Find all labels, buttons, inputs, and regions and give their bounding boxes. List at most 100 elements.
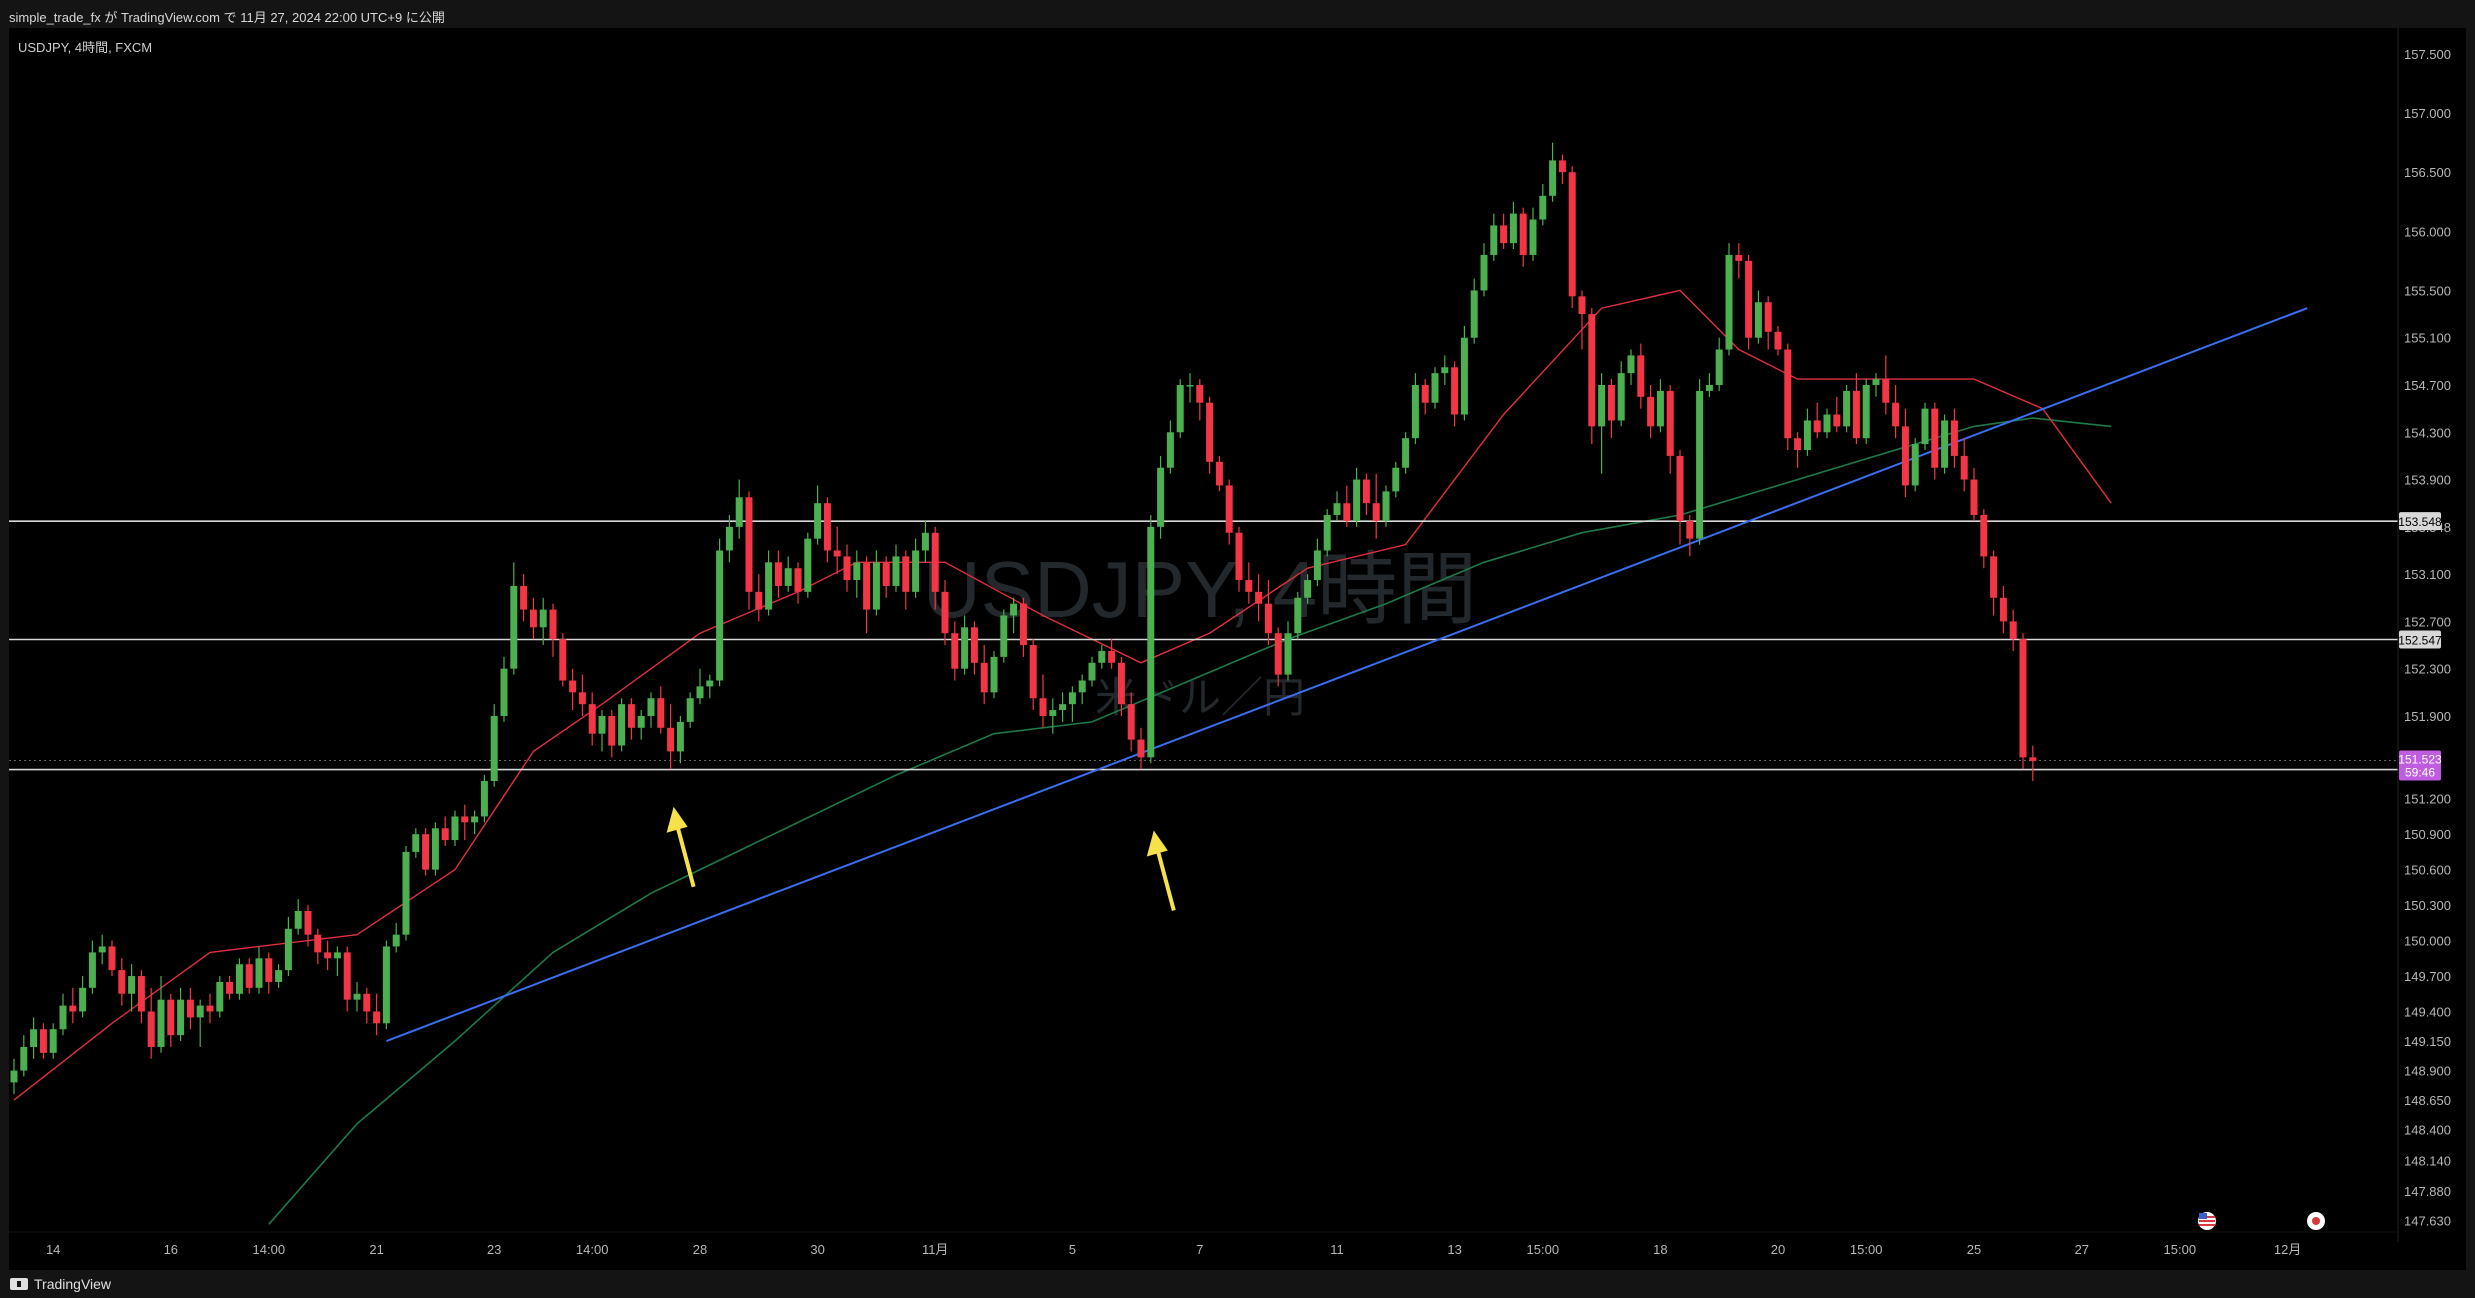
watermark: USDJPY, 4時間 米ドル／円 (923, 545, 1477, 721)
time-tick-label[interactable]: 27 (2075, 1242, 2089, 1257)
candle-body (1088, 662, 1096, 681)
arrow-shaft (675, 826, 696, 888)
candle-body (951, 633, 959, 669)
time-tick-label[interactable]: 21 (369, 1242, 383, 1257)
candle-body (843, 556, 851, 581)
candle (1372, 473, 1380, 539)
time-tick-label[interactable]: 15:00 (1527, 1242, 1560, 1257)
candle (1186, 373, 1194, 403)
time-tick-label[interactable]: 14:00 (576, 1242, 609, 1257)
price-tick-label: 153.900 (2404, 473, 2451, 488)
candle-body (1343, 503, 1351, 521)
time-tick-label[interactable]: 11 (1330, 1242, 1344, 1257)
candle (275, 964, 283, 988)
candle-body (1166, 432, 1174, 468)
candle-body (598, 715, 606, 734)
candle-body (823, 503, 831, 551)
candle (823, 497, 831, 563)
horizontal-levels[interactable] (9, 520, 2398, 771)
candle (1411, 373, 1419, 445)
candle (1803, 408, 1811, 456)
candle-body (118, 970, 126, 994)
candle-body (167, 999, 175, 1036)
jp-flag-icon[interactable] (2307, 1212, 2325, 1230)
candle-body (1843, 390, 1851, 427)
arrow-icon[interactable] (666, 806, 696, 888)
candle-body (1215, 461, 1223, 486)
candle-body (1715, 349, 1723, 385)
trendline-segment[interactable] (386, 307, 2308, 1042)
candle (2019, 633, 2027, 770)
candle (686, 692, 694, 728)
price-tick-label: 148.650 (2404, 1093, 2451, 1108)
us-flag-icon[interactable] (2198, 1212, 2216, 1230)
time-tick-label[interactable]: 7 (1196, 1242, 1203, 1257)
candle (1176, 379, 1184, 439)
candle (1950, 408, 1958, 468)
event-markers[interactable] (2198, 1212, 2325, 1230)
time-tick-label[interactable]: 14 (46, 1242, 60, 1257)
chart-pane[interactable] (9, 28, 2466, 1270)
time-tick-label[interactable]: 15:00 (2164, 1242, 2197, 1257)
candle-body (1549, 160, 1557, 196)
time-tick-label[interactable]: 16 (164, 1242, 178, 1257)
trendline[interactable] (386, 307, 2308, 1042)
candle (2029, 745, 2037, 781)
candle-body (1607, 384, 1615, 421)
candle (1313, 538, 1321, 586)
candle-body (1774, 331, 1782, 350)
candle (1206, 396, 1214, 474)
candles (10, 142, 2037, 1095)
candle (1607, 379, 1615, 439)
time-tick-label[interactable]: 5 (1069, 1242, 1076, 1257)
annotation-arrows[interactable] (666, 806, 1176, 911)
candle (598, 710, 606, 752)
price-tick-label: 151.200 (2404, 792, 2451, 807)
tradingview-logo[interactable]: TradingView (10, 1276, 111, 1292)
time-tick-label[interactable]: 13 (1447, 1242, 1461, 1257)
time-tick-label[interactable]: 15:00 (1850, 1242, 1883, 1257)
candle (1441, 355, 1449, 385)
candle (529, 597, 537, 640)
candle (147, 987, 155, 1059)
arrow-icon[interactable] (1146, 830, 1176, 911)
time-tick-label[interactable]: 25 (1967, 1242, 1981, 1257)
time-tick-label[interactable]: 14:00 (253, 1242, 286, 1257)
candle (1735, 243, 1743, 279)
candle-body (569, 680, 577, 693)
candle (1980, 509, 1988, 569)
candle (931, 526, 939, 610)
candle (1490, 213, 1498, 261)
candle-body (1274, 633, 1282, 675)
time-tick-label[interactable]: 18 (1653, 1242, 1667, 1257)
time-tick-label[interactable]: 28 (693, 1242, 707, 1257)
candle (1127, 692, 1135, 752)
candle (755, 574, 763, 622)
symbol-label[interactable]: USDJPY, 4時間, FXCM (18, 40, 153, 55)
candle-body (1451, 367, 1459, 415)
time-tick-label[interactable]: 11月 (922, 1242, 949, 1257)
current-price-text: 151.523 (2398, 753, 2442, 767)
candle (1872, 373, 1880, 397)
candle-body (912, 550, 920, 592)
candle-body (1705, 384, 1713, 391)
time-tick-label[interactable]: 30 (810, 1242, 824, 1257)
candle (167, 993, 175, 1047)
time-tick-label[interactable]: 23 (487, 1242, 501, 1257)
candle (1686, 515, 1694, 557)
candle (1598, 373, 1606, 474)
candle (1343, 485, 1351, 527)
time-tick-label[interactable]: 12月 (2274, 1242, 2301, 1257)
time-axis[interactable]: 14 16 14:00 21 23 14:00 28 30 11月 5 7 11 13 15:00 18 20… (9, 1231, 2398, 1257)
candle (608, 710, 616, 758)
candle (1833, 396, 1841, 433)
candle (1402, 432, 1410, 474)
time-tick-label[interactable]: 20 (1771, 1242, 1785, 1257)
candle (480, 775, 488, 823)
candle (353, 981, 361, 1012)
candle-body (1019, 603, 1027, 646)
candle (725, 515, 733, 563)
ma-fast-line (13, 289, 2112, 1101)
candle (79, 976, 87, 1018)
